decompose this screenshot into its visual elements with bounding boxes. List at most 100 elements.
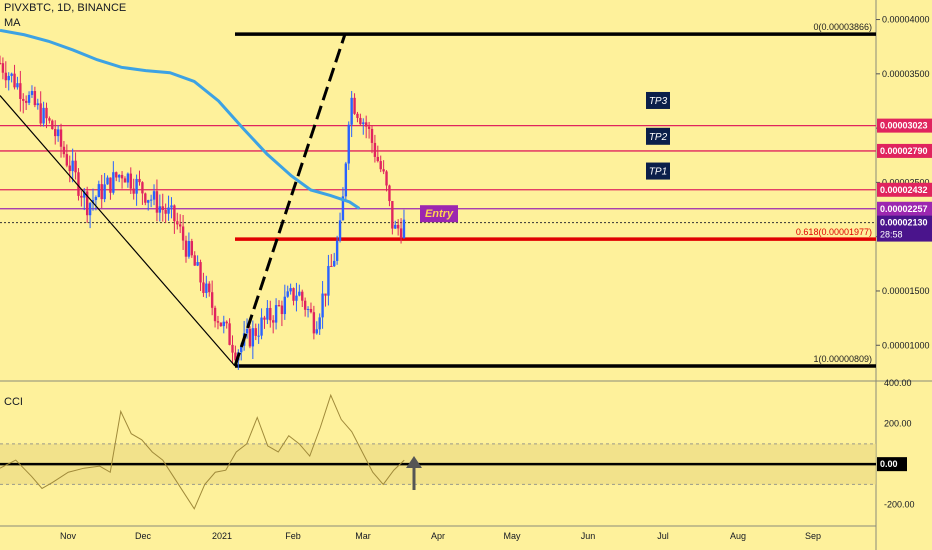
candle-body xyxy=(42,107,45,124)
level-price-tag xyxy=(877,182,932,197)
candle-body xyxy=(295,295,298,301)
price-tick-label: 0.00002500 xyxy=(882,177,930,187)
candle-body xyxy=(388,185,391,202)
candle-body xyxy=(364,122,368,127)
candle-body xyxy=(367,126,371,129)
candle-body xyxy=(335,240,339,261)
candle-body xyxy=(277,305,281,307)
level-price-tag xyxy=(877,118,932,133)
cci-tick-label: 400.00 xyxy=(884,378,912,388)
candle-body xyxy=(65,154,69,166)
cci-zero-label: 0.00 xyxy=(880,459,898,469)
candle-body xyxy=(222,321,225,327)
candle-body xyxy=(71,160,74,172)
fib-0-label: 0(0.00003866) xyxy=(813,22,872,32)
cci-tick-label: -200.00 xyxy=(884,500,915,510)
tp-label: TP3 xyxy=(649,96,668,107)
ma-line xyxy=(0,28,361,210)
candle-body xyxy=(19,83,22,99)
level-price-label: 0.00002432 xyxy=(880,185,928,195)
candle-body xyxy=(219,322,223,327)
candle-body xyxy=(315,329,318,334)
price-tick-label: 0.00004000 xyxy=(882,15,930,25)
candle-body xyxy=(382,169,385,172)
time-axis-label: Dec xyxy=(135,531,152,541)
candle-body xyxy=(10,73,13,76)
symbol-title: PIVXBTC, 1D, BINANCE xyxy=(4,2,127,14)
candle-body xyxy=(149,199,153,201)
candle-body xyxy=(33,91,37,106)
current-price-label: 0.00002130 xyxy=(880,218,928,228)
candle-body xyxy=(109,177,112,193)
candle-body xyxy=(341,196,345,221)
candle-body xyxy=(350,97,353,125)
candle-body xyxy=(318,317,321,330)
cci-line xyxy=(0,393,405,510)
candle-body xyxy=(94,197,98,201)
candle-body xyxy=(80,195,83,198)
candle-body xyxy=(362,122,365,125)
candle-body xyxy=(54,129,57,137)
candle-body xyxy=(164,209,167,214)
ma-legend: MA xyxy=(4,17,21,29)
candle-body xyxy=(68,165,71,172)
candle-body xyxy=(103,184,106,200)
candle-body xyxy=(144,193,147,203)
candle-body xyxy=(173,205,176,222)
candle-body xyxy=(312,312,316,334)
candle-body xyxy=(167,207,170,214)
candle-body xyxy=(62,146,66,155)
candle-body xyxy=(1,63,5,73)
candle-body xyxy=(205,283,208,293)
candle-body xyxy=(324,293,327,296)
candle-body xyxy=(123,178,127,183)
candle-body xyxy=(51,120,54,130)
candle-body xyxy=(4,72,8,81)
candle-body xyxy=(147,200,150,203)
candle-body xyxy=(120,174,124,179)
level-price-label: 0.00002257 xyxy=(880,204,928,214)
candle-body xyxy=(39,103,42,124)
price-tick-label: 0.00001500 xyxy=(882,286,930,296)
candle-body xyxy=(210,292,214,308)
candle-body xyxy=(181,226,185,241)
level-price-label: 0.00003023 xyxy=(880,121,928,131)
current-price-tag xyxy=(877,215,932,242)
candle-body xyxy=(254,328,257,336)
candle-body xyxy=(196,262,199,266)
candle-body xyxy=(271,320,275,323)
candle-body xyxy=(321,293,324,318)
candle-body xyxy=(48,118,51,121)
candle-body xyxy=(208,283,211,293)
price-tick-label: 0.00003500 xyxy=(882,69,930,79)
cci-legend: CCI xyxy=(4,396,23,408)
fib-618-label: 0.618(0.00001977) xyxy=(796,227,872,237)
candle-body xyxy=(117,174,121,178)
candle-body xyxy=(85,191,89,216)
candle-body xyxy=(391,201,394,229)
candle-body xyxy=(178,224,182,227)
uptrend-dashed-line xyxy=(233,33,347,367)
candle-body xyxy=(298,291,301,296)
candle-body xyxy=(216,321,220,323)
countdown-label: 28:58 xyxy=(880,230,903,240)
candle-body xyxy=(359,117,362,125)
candle-body xyxy=(353,97,356,114)
cci-zero-tag xyxy=(877,457,907,472)
candle-body xyxy=(30,91,34,95)
time-axis-label: Nov xyxy=(60,531,77,541)
candle-body xyxy=(373,142,377,157)
time-axis-label: May xyxy=(503,531,521,541)
candle-body xyxy=(36,103,39,106)
candle-body xyxy=(327,265,330,296)
price-tick-label: 0.00001000 xyxy=(882,340,930,350)
tp-box xyxy=(646,91,670,109)
time-axis-label: Apr xyxy=(431,531,445,541)
candle-body xyxy=(126,173,130,183)
downtrend-line xyxy=(0,95,236,367)
candle-body xyxy=(333,260,336,267)
candle-body xyxy=(91,200,95,204)
candle-body xyxy=(245,328,249,334)
